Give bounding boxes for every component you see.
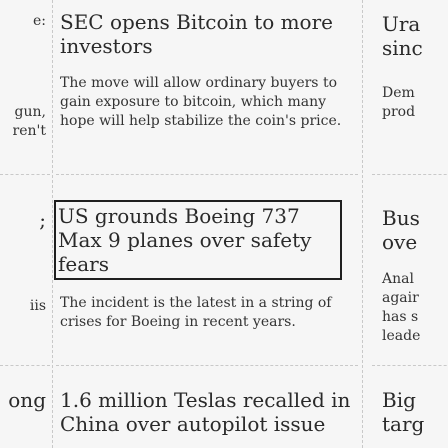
column-divider (52, 0, 53, 448)
news-headline[interactable]: SEC opens Bitcoin to more investors (60, 10, 333, 58)
row-divider (372, 365, 448, 366)
right-clipped-headline[interactable]: ove (382, 230, 418, 254)
focused-headline-box[interactable]: US grounds Boeing 737 Max 9 planes over … (54, 200, 342, 280)
left-clipped-headline[interactable]: ong (8, 388, 46, 412)
right-clipped-headline[interactable]: Big (382, 388, 416, 412)
news-headline[interactable]: US grounds Boeing 737 Max 9 planes over … (58, 204, 312, 276)
right-clipped-text: has s (382, 309, 419, 325)
news-card[interactable]: 1.6 million Teslas recalled in China ove… (60, 388, 356, 436)
row-divider (0, 365, 50, 366)
right-clipped-text: agair (382, 290, 419, 306)
right-clipped-headline[interactable]: targ (382, 412, 425, 436)
news-summary: The move will allow ordinary buyers to g… (60, 75, 342, 129)
row-divider (0, 174, 50, 175)
news-card[interactable]: US grounds Boeing 737 Max 9 planes over … (54, 200, 356, 332)
right-clipped-text: prod (382, 104, 416, 120)
column-divider (362, 0, 363, 448)
row-divider (56, 174, 358, 175)
right-news-column: Ura sinc Dem prod Bus ove Anal agair has… (370, 0, 448, 448)
news-headline[interactable]: 1.6 million Teslas recalled in China ove… (60, 388, 351, 436)
left-clipped-text: gun, (14, 104, 46, 120)
right-clipped-headline[interactable]: Bus (382, 206, 420, 230)
row-divider (56, 365, 358, 366)
news-card[interactable]: SEC opens Bitcoin to more investors The … (60, 10, 356, 131)
right-clipped-text: Dem (382, 85, 415, 101)
left-news-column: e: gun, ren't ; iis ong (0, 0, 52, 448)
right-clipped-text: Anal (382, 271, 414, 287)
main-news-column: SEC opens Bitcoin to more investors The … (52, 0, 362, 448)
right-clipped-headline[interactable]: Ura (382, 12, 421, 36)
left-clipped-headline[interactable]: e: (32, 13, 46, 29)
row-divider (372, 174, 448, 175)
right-clipped-headline[interactable]: sinc (382, 36, 423, 60)
left-clipped-text: iis (29, 298, 46, 314)
right-clipped-text: leade (382, 328, 421, 344)
news-summary: The incident is the latest in a string o… (60, 295, 332, 330)
left-clipped-text: ren't (12, 123, 46, 139)
left-clipped-headline[interactable]: ; (39, 208, 46, 232)
